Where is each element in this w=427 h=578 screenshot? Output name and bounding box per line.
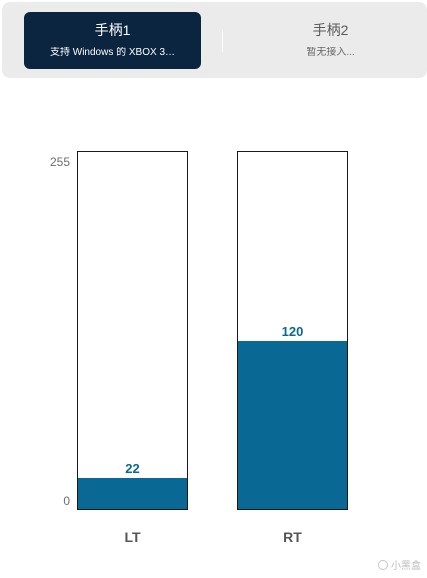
trigger-bar-rt: 120 bbox=[237, 151, 348, 510]
watermark: 小黑盒 bbox=[378, 557, 421, 572]
tab-controller-1-name: 手柄1 bbox=[94, 22, 131, 38]
trigger-value-rt: 120 bbox=[281, 324, 304, 339]
tab-controller-2[interactable]: 手柄2 暂无接入... bbox=[242, 12, 419, 69]
watermark-text: 小黑盒 bbox=[391, 561, 421, 572]
tab-controller-2-name: 手柄2 bbox=[312, 22, 349, 38]
trigger-label-lt: LT bbox=[124, 529, 141, 545]
axis-max-label: 255 bbox=[49, 155, 70, 169]
tab-controller-1[interactable]: 手柄1 支持 Windows 的 XBOX 3… bbox=[24, 12, 201, 69]
tab-divider bbox=[222, 30, 223, 52]
trigger-fill-lt bbox=[78, 478, 187, 509]
trigger-bar-lt: 22 bbox=[77, 151, 188, 510]
watermark-logo-icon bbox=[378, 559, 388, 570]
trigger-fill-rt bbox=[238, 341, 347, 509]
trigger-label-rt: RT bbox=[283, 529, 302, 545]
axis-min-label: 0 bbox=[63, 494, 70, 508]
controller-tab-bar: 手柄1 支持 Windows 的 XBOX 3… 手柄2 暂无接入... bbox=[2, 2, 427, 78]
trigger-value-lt: 22 bbox=[125, 461, 140, 476]
